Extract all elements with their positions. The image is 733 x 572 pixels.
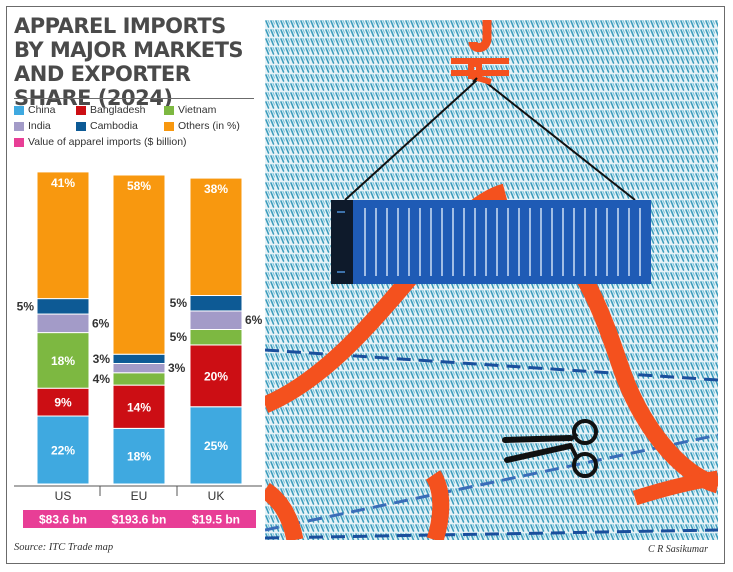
legend-item-bangladesh: Bangladesh <box>76 104 145 116</box>
data-label-us-others: 41% <box>51 176 75 190</box>
total-label-uk: $19.5 bn <box>192 513 240 527</box>
data-label-us-china: 22% <box>51 444 75 458</box>
stacked-bar-chart: 22% 9% 18% 6% 5% 41% US $83.6 bn 18% 14% 4% 3% 3% 58%… <box>14 171 263 528</box>
data-label-uk-vietnam: 5% <box>170 330 188 344</box>
total-label-us: $83.6 bn <box>39 513 87 527</box>
legend-item-vietnam: Vietnam <box>164 104 216 116</box>
bar-uk-vietnam <box>189 329 243 346</box>
source-note: Source: ITC Trade map <box>14 542 114 553</box>
bar-uk-cambodia <box>189 295 243 312</box>
total-badge-eu <box>99 510 179 528</box>
bar-uk-bangladesh <box>189 344 243 408</box>
data-label-eu-china: 18% <box>127 450 151 464</box>
legend-swatch-cambodia <box>76 121 86 131</box>
bar-eu-cambodia <box>112 353 166 364</box>
category-label-uk: UK <box>208 489 225 503</box>
legend-label-india: India <box>28 120 51 132</box>
legend-item-cambodia: Cambodia <box>76 120 138 132</box>
category-label-eu: EU <box>131 489 148 503</box>
legend-item-china: China <box>14 104 55 116</box>
data-label-us-vietnam: 18% <box>51 354 75 368</box>
data-label-us-india: 6% <box>92 316 110 330</box>
legend-label-vietnam: Vietnam <box>178 104 217 116</box>
dashed-cut-line-lower <box>265 528 718 540</box>
data-label-eu-india: 3% <box>168 361 186 375</box>
legend-label-others: Others (in %) <box>178 120 240 132</box>
data-label-uk-others: 38% <box>204 182 228 196</box>
total-label-eu: $193.6 bn <box>112 513 167 527</box>
legend-swatch-import-value <box>14 137 24 147</box>
legend-swatch-china <box>14 105 24 115</box>
bar-us-cambodia <box>36 298 90 315</box>
trade-illustration <box>265 20 718 540</box>
bar-eu-vietnam <box>112 372 166 386</box>
shipping-container-icon <box>331 200 651 284</box>
ribbon-bottom-center <box>425 470 450 540</box>
artist-credit: C R Sasikumar <box>648 544 708 555</box>
data-label-uk-india: 6% <box>245 313 263 327</box>
bar-uk-others <box>189 177 243 297</box>
data-label-uk-cambodia: 5% <box>170 296 188 310</box>
bar-us-others <box>36 171 90 300</box>
data-label-uk-bangladesh: 20% <box>204 369 228 383</box>
rupee-hook-icon <box>451 20 509 85</box>
bar-us-china <box>36 415 90 485</box>
legend-swatch-vietnam <box>164 105 174 115</box>
data-label-eu-bangladesh: 14% <box>127 400 151 414</box>
legend-item-import-value: Value of apparel imports ($ billion) <box>14 136 187 148</box>
bar-uk-india <box>189 310 243 330</box>
legend-label-china: China <box>28 104 56 116</box>
bar-us-india <box>36 313 90 334</box>
total-badge-us <box>23 510 103 528</box>
legend-item-india: India <box>14 120 51 132</box>
crane-cable-right <box>482 79 636 201</box>
total-badge-uk <box>176 510 256 528</box>
category-label-us: US <box>55 489 72 503</box>
bar-uk-china <box>189 406 243 485</box>
bar-eu-others <box>112 174 166 355</box>
data-label-us-cambodia: 5% <box>17 299 35 313</box>
data-label-us-bangladesh: 9% <box>54 396 72 410</box>
bar-eu-china <box>112 427 166 485</box>
title-divider <box>14 98 254 99</box>
data-label-eu-vietnam: 4% <box>93 372 111 386</box>
dashed-cut-line-middle <box>265 433 718 532</box>
ribbon-bottom-right <box>632 470 718 506</box>
crane-cable-left <box>344 79 478 201</box>
data-label-eu-cambodia: 3% <box>93 352 111 366</box>
bar-eu-bangladesh <box>112 384 166 429</box>
legend-label-import-value: Value of apparel imports ($ billion) <box>28 136 187 148</box>
legend-swatch-india <box>14 121 24 131</box>
data-label-eu-others: 58% <box>127 179 151 193</box>
scissors-icon <box>502 419 598 478</box>
bar-us-vietnam <box>36 332 90 389</box>
ribbon-bottom-left <box>265 482 304 540</box>
legend-swatch-bangladesh <box>76 105 86 115</box>
legend-label-cambodia: Cambodia <box>90 120 138 132</box>
legend-swatch-others <box>164 121 174 131</box>
bar-eu-india <box>112 362 166 374</box>
legend-label-bangladesh: Bangladesh <box>90 104 146 116</box>
legend-item-others: Others (in %) <box>164 120 240 132</box>
data-label-uk-china: 25% <box>204 439 228 453</box>
